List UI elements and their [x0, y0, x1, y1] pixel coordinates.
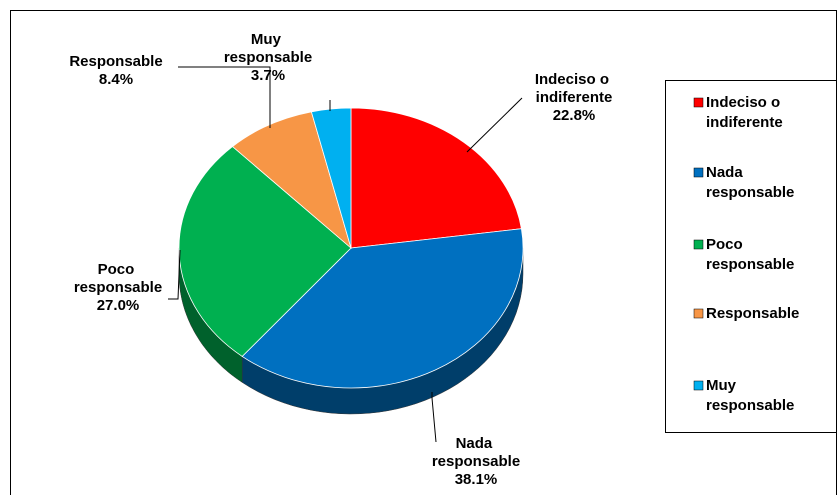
- data-label-name: Muy responsable: [224, 31, 312, 66]
- slice: [231, 111, 352, 250]
- legend-label: Indeciso o indiferente: [706, 94, 784, 131]
- slice: [310, 107, 352, 249]
- legend-swatch: [693, 380, 704, 391]
- slice: [350, 107, 522, 249]
- legend-box: [665, 80, 837, 433]
- data-label-value: 22.8%: [553, 107, 596, 124]
- data-label-name: Responsable: [69, 53, 162, 70]
- legend-swatch: [693, 239, 704, 250]
- legend-label: Poco responsable: [706, 236, 794, 273]
- legend-label: Responsable: [706, 305, 799, 322]
- leader-line: [168, 249, 181, 300]
- data-label-value: 27.0%: [97, 297, 140, 314]
- data-label-name: Poco responsable: [74, 261, 162, 296]
- legend-swatch: [693, 97, 704, 108]
- legend-label: Nada responsable: [706, 164, 794, 201]
- legend-label: Muy responsable: [706, 377, 794, 414]
- slice: [241, 228, 524, 389]
- leader-line: [178, 66, 271, 128]
- data-label-value: 3.7%: [251, 67, 285, 84]
- data-label-name: Nada responsable: [432, 435, 520, 470]
- data-label-value: 38.1%: [455, 471, 498, 488]
- data-label-name: Indeciso o indiferente: [535, 71, 613, 106]
- leader-line: [431, 392, 437, 443]
- legend-swatch: [693, 308, 704, 319]
- legend-swatch: [693, 167, 704, 178]
- leader-line: [466, 97, 523, 153]
- data-label-value: 8.4%: [99, 71, 133, 88]
- slice: [178, 145, 352, 357]
